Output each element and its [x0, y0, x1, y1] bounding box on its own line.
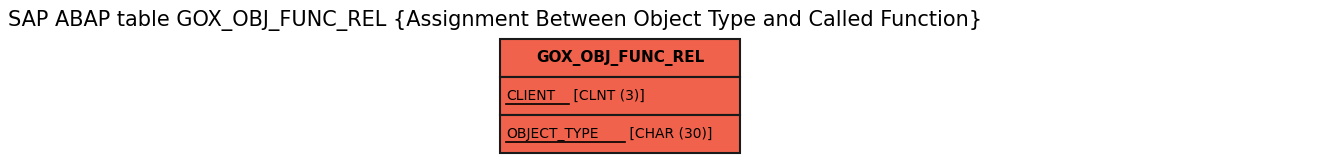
Text: SAP ABAP table GOX_OBJ_FUNC_REL {Assignment Between Object Type and Called Funct: SAP ABAP table GOX_OBJ_FUNC_REL {Assignm… [8, 10, 982, 31]
Text: OBJECT_TYPE: OBJECT_TYPE [506, 127, 598, 141]
Bar [500, 39, 741, 77]
Text: CLIENT: CLIENT [506, 89, 555, 103]
Bar [500, 115, 741, 153]
Text: [CHAR (30)]: [CHAR (30)] [625, 127, 713, 141]
Text: [CLNT (3)]: [CLNT (3)] [569, 89, 645, 103]
Text: GOX_OBJ_FUNC_REL: GOX_OBJ_FUNC_REL [535, 50, 705, 66]
Bar [500, 77, 741, 115]
